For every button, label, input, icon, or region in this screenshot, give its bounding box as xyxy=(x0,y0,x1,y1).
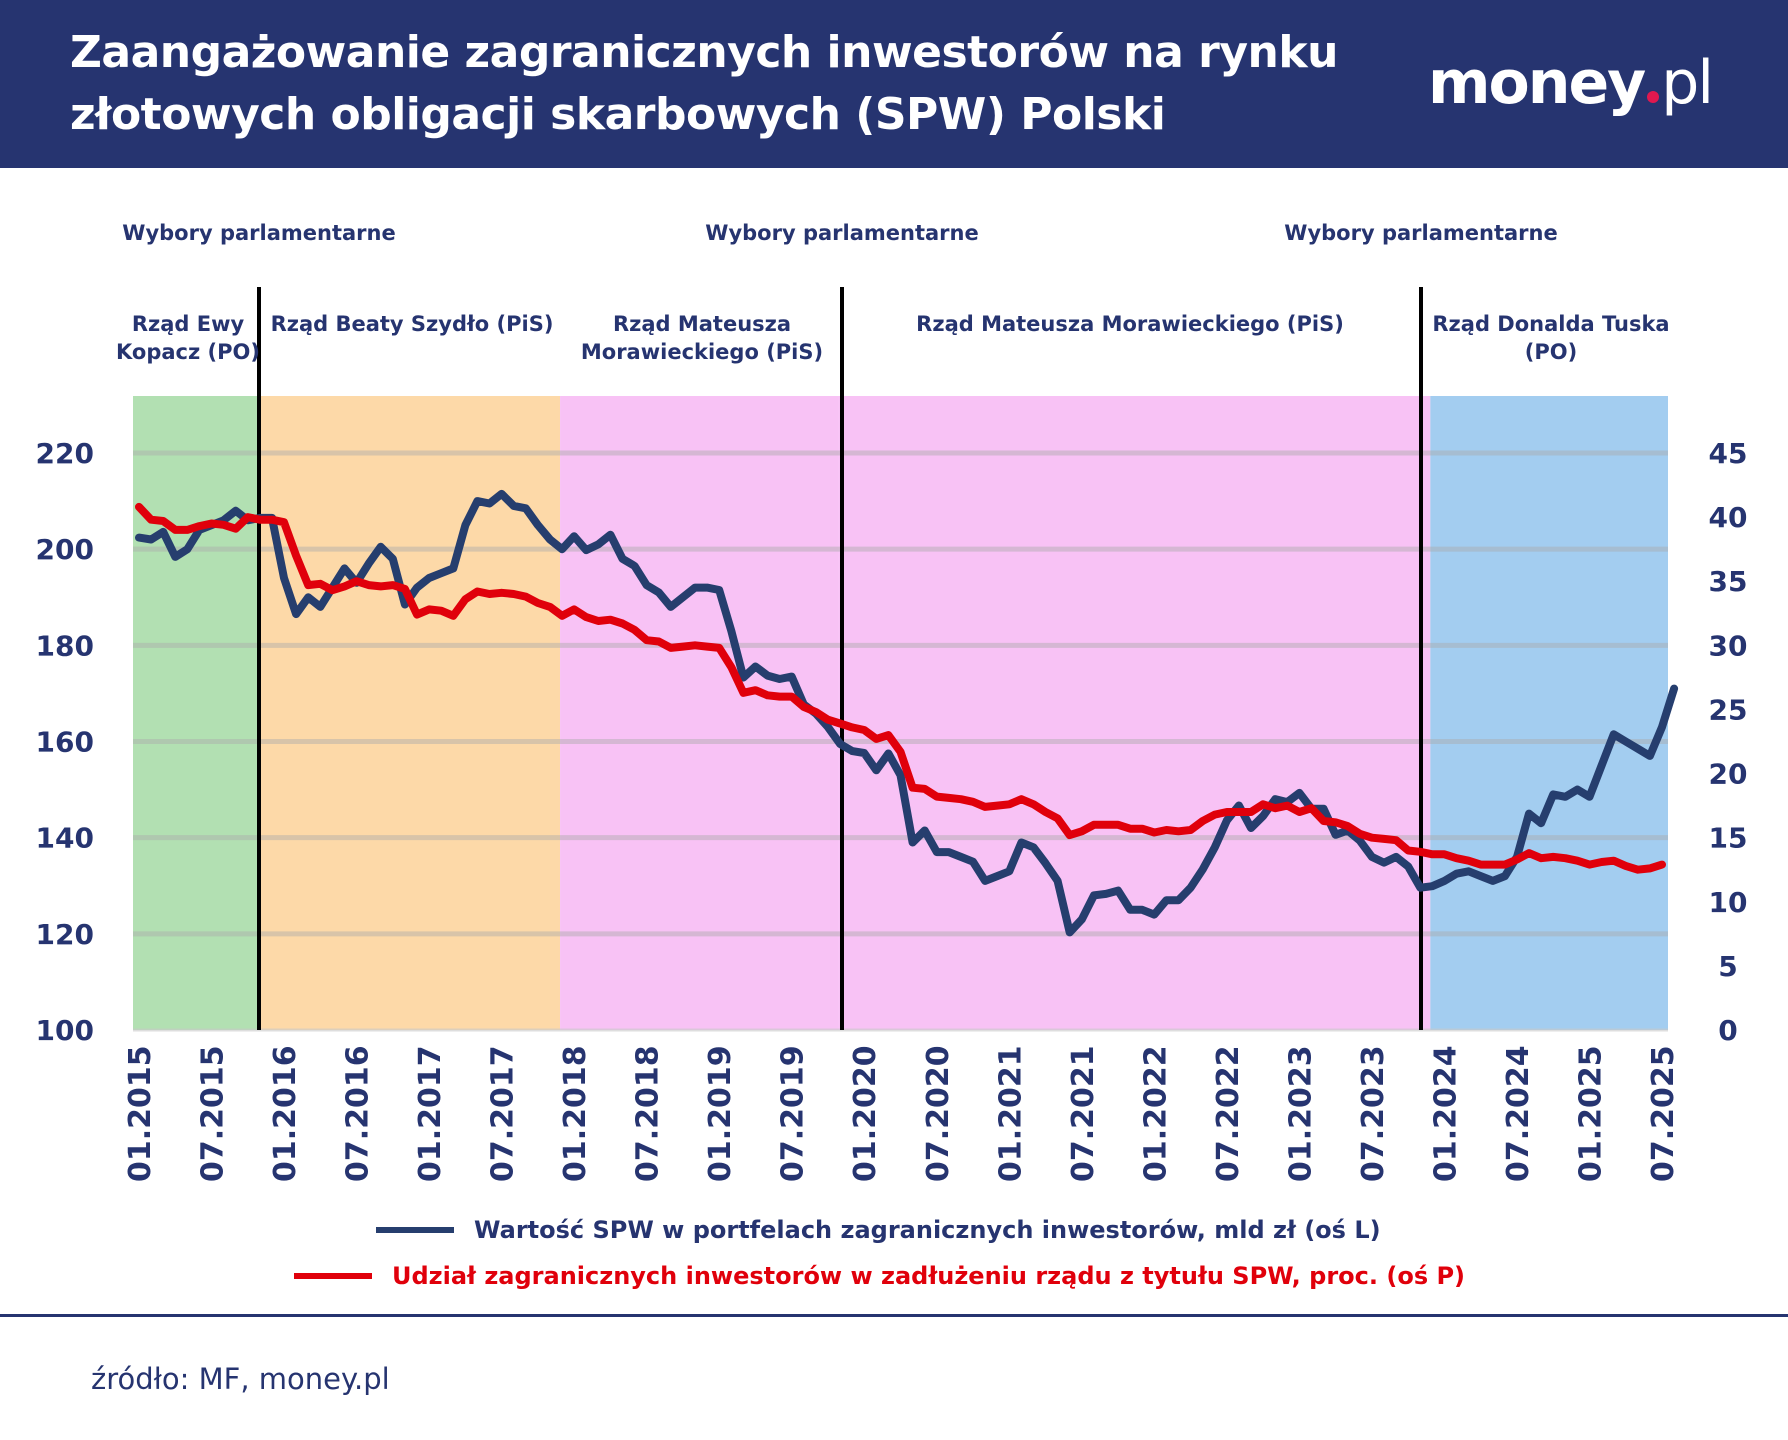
money-pl-logo: money pl xyxy=(1428,48,1714,118)
government-band xyxy=(560,396,839,1030)
x-tick-label: 07.2025 xyxy=(1646,1045,1681,1182)
y-right-tick-label: 5 xyxy=(1718,950,1737,983)
y-left-tick-label: 140 xyxy=(36,822,94,855)
x-tick-label: 01.2020 xyxy=(848,1045,883,1182)
y-left-tick-label: 180 xyxy=(36,629,94,662)
y-right-tick-label: 45 xyxy=(1709,437,1748,470)
x-tick-label: 01.2017 xyxy=(413,1045,448,1182)
legend-item-red: Udział zagranicznych inwestorów w zadłuż… xyxy=(294,1262,1465,1290)
election-label: Wybory parlamentarne xyxy=(122,221,395,245)
government-band xyxy=(133,396,258,1030)
x-tick-label: 07.2017 xyxy=(486,1045,521,1182)
government-label: Rząd Mateusza Morawieckiego (PiS) xyxy=(916,312,1344,336)
government-label: Kopacz (PO) xyxy=(116,340,260,364)
x-tick-label: 01.2016 xyxy=(268,1045,303,1182)
legend-swatch-red xyxy=(294,1273,372,1279)
government-band xyxy=(838,396,1431,1030)
x-tick-label: 07.2020 xyxy=(921,1045,956,1182)
series-line-red xyxy=(135,502,1666,874)
logo-dot xyxy=(1647,91,1660,103)
government-label: Rząd Donalda Tuska xyxy=(1432,312,1669,336)
x-tick-label: 07.2019 xyxy=(776,1045,811,1182)
x-tick-label: 01.2022 xyxy=(1138,1045,1173,1182)
x-tick-label: 07.2015 xyxy=(196,1045,231,1182)
government-label: Rząd Beaty Szydło (PiS) xyxy=(271,312,554,336)
legend-label-red: Udział zagranicznych inwestorów w zadłuż… xyxy=(392,1262,1466,1290)
chart: Wybory parlamentarne Wybory parlamentarne… xyxy=(36,221,1748,1182)
y-right-tick-label: 25 xyxy=(1709,693,1748,726)
legend-label-blue: Wartość SPW w portfelach zagranicznych i… xyxy=(474,1216,1381,1244)
x-tick-label: 07.2021 xyxy=(1066,1045,1101,1182)
government-label: Morawieckiego (PiS) xyxy=(581,340,823,364)
x-tick-label: 07.2023 xyxy=(1356,1045,1391,1182)
y-left-tick-label: 160 xyxy=(36,726,94,759)
legend-swatch-blue xyxy=(376,1227,454,1233)
x-tick-label: 07.2022 xyxy=(1211,1045,1246,1182)
y-left-tick-label: 120 xyxy=(36,918,94,951)
x-tick-label: 01.2018 xyxy=(558,1045,593,1182)
x-tick-label: 07.2016 xyxy=(341,1045,376,1182)
y-right-tick-label: 0 xyxy=(1718,1014,1737,1047)
x-tick-label: 01.2019 xyxy=(703,1045,738,1182)
series-line-blue xyxy=(135,489,1679,937)
chart-title: Zaangażowanie zagranicznych inwestorów n… xyxy=(70,22,1338,146)
source-note: źródło: MF, money.pl xyxy=(91,1362,390,1396)
y-right-tick-label: 40 xyxy=(1709,501,1748,534)
y-right-tick-label: 35 xyxy=(1709,565,1748,598)
x-tick-label: 01.2015 xyxy=(123,1045,158,1182)
x-tick-label: 07.2024 xyxy=(1501,1045,1536,1182)
government-label: Rząd Mateusza xyxy=(613,312,791,336)
y-left-tick-label: 200 xyxy=(36,533,94,566)
y-right-tick-label: 30 xyxy=(1709,629,1748,662)
y-right-tick-label: 15 xyxy=(1709,822,1748,855)
legend-item-blue: Wartość SPW w portfelach zagranicznych i… xyxy=(376,1216,1381,1244)
y-right-tick-label: 10 xyxy=(1709,886,1748,919)
y-left-tick-label: 100 xyxy=(36,1014,94,1047)
y-right-tick-label: 20 xyxy=(1709,758,1748,791)
x-tick-label: 07.2018 xyxy=(631,1045,666,1182)
x-tick-label: 01.2021 xyxy=(993,1045,1028,1182)
x-tick-label: 01.2024 xyxy=(1428,1045,1463,1182)
x-tick-label: 01.2025 xyxy=(1573,1045,1608,1182)
divider xyxy=(0,1314,1788,1317)
government-label: Rząd Ewy xyxy=(132,312,245,336)
header: Zaangażowanie zagranicznych inwestorów n… xyxy=(0,0,1788,168)
x-tick-label: 01.2023 xyxy=(1283,1045,1318,1182)
y-left-tick-label: 220 xyxy=(36,437,94,470)
title-line-1: Zaangażowanie zagranicznych inwestorów n… xyxy=(70,27,1338,78)
election-label: Wybory parlamentarne xyxy=(1284,221,1557,245)
election-label: Wybory parlamentarne xyxy=(705,221,978,245)
government-band xyxy=(1430,396,1668,1030)
title-line-2: złotowych obligacji skarbowych (SPW) Pol… xyxy=(70,89,1166,140)
government-label: (PO) xyxy=(1525,340,1577,364)
